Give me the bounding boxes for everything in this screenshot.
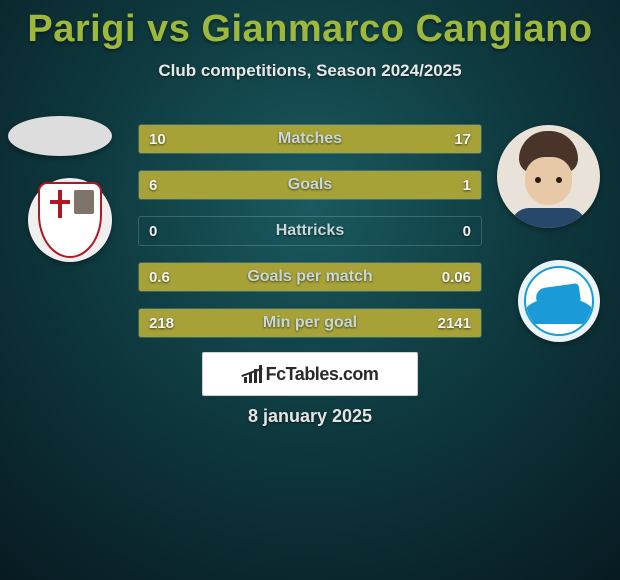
stat-row: 6 Goals 1 [138,170,482,200]
subtitle: Club competitions, Season 2024/2025 [0,61,620,81]
club-right-logo [518,260,600,342]
player-right-photo [497,125,600,228]
stat-value-right: 2141 [428,309,481,337]
date: 8 january 2025 [0,406,620,427]
stat-label: Hattricks [139,217,481,245]
stat-label: Goals per match [139,263,481,291]
stat-row: 218 Min per goal 2141 [138,308,482,338]
stat-value-right: 1 [453,171,481,199]
stat-row: 0.6 Goals per match 0.06 [138,262,482,292]
player-left-photo [8,116,112,156]
stat-row: 10 Matches 17 [138,124,482,154]
stat-row: 0 Hattricks 0 [138,216,482,246]
stat-value-right: 0.06 [432,263,481,291]
stat-value-right: 0 [453,217,481,245]
stat-label: Goals [139,171,481,199]
brand-box: FcTables.com [202,352,418,396]
stat-value-right: 17 [444,125,481,153]
page-title: Parigi vs Gianmarco Cangiano [0,0,620,51]
stat-bars: 10 Matches 17 6 Goals 1 0 Hattricks 0 0.… [138,124,482,354]
club-left-logo [28,178,112,262]
brand-text: FcTables.com [266,364,379,385]
brand-chart-icon [242,365,264,383]
stat-label: Matches [139,125,481,153]
